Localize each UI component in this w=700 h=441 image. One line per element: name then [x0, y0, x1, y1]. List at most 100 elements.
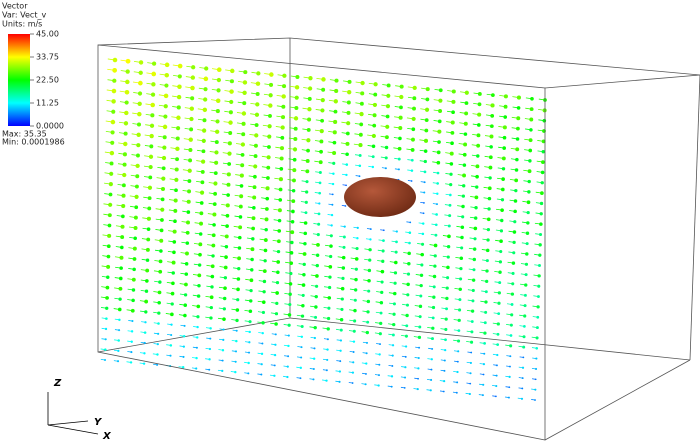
- vector-head: [151, 71, 157, 77]
- vector-head: [212, 212, 217, 217]
- vector-head: [134, 205, 139, 210]
- vector-head: [282, 73, 287, 78]
- vector-head: [425, 97, 430, 102]
- vector-head: [317, 222, 321, 226]
- vector-head: [522, 345, 526, 349]
- vector-head: [104, 348, 107, 351]
- vector-head: [484, 310, 488, 314]
- vector-head: [431, 347, 434, 350]
- vector-head: [430, 378, 433, 381]
- vector-head: [188, 137, 193, 142]
- vector-head: [125, 79, 130, 85]
- vector-head: [176, 105, 181, 110]
- vector-head: [329, 234, 333, 238]
- vector-head: [190, 96, 195, 101]
- vector-head: [177, 84, 182, 89]
- vector-head: [161, 166, 166, 171]
- vector-head: [397, 157, 401, 161]
- vector-head: [198, 232, 203, 236]
- vector-head: [201, 138, 206, 143]
- vector-head: [380, 269, 385, 274]
- vector-head: [235, 329, 238, 332]
- vector-head: [509, 365, 511, 368]
- vector-head: [399, 94, 404, 100]
- vector-head: [203, 87, 208, 92]
- vector-head: [381, 249, 385, 253]
- vector-head: [227, 151, 232, 156]
- vector-head: [109, 171, 114, 176]
- vector-head: [123, 141, 128, 147]
- vector-head: [419, 294, 423, 298]
- vector-head: [303, 231, 308, 236]
- vector-head: [339, 328, 343, 332]
- vector-head: [130, 351, 133, 354]
- vector-head: [291, 189, 296, 193]
- vector-head: [523, 293, 527, 297]
- vector-head: [483, 352, 486, 355]
- vector-head: [162, 124, 168, 130]
- vector-head: [352, 340, 356, 343]
- vector-head: [123, 131, 128, 136]
- vector-head: [275, 291, 279, 295]
- box-front-edges: [97, 44, 700, 441]
- vector-head: [405, 303, 409, 307]
- vector-head: [278, 187, 283, 192]
- vector-head: [448, 203, 452, 207]
- vector-head: [200, 180, 205, 185]
- vector-head: [457, 350, 460, 353]
- vector-head: [351, 371, 355, 374]
- vector-head: [477, 112, 482, 117]
- vector-head: [499, 239, 503, 243]
- vector-head: [331, 193, 334, 196]
- vector-head: [118, 318, 121, 322]
- vector-head: [481, 394, 484, 397]
- vector-head: [379, 343, 381, 346]
- vector-head: [318, 191, 322, 195]
- vector-head: [371, 144, 376, 149]
- vector-head: [138, 80, 143, 86]
- vector-head: [108, 182, 113, 187]
- vector-head: [268, 113, 272, 118]
- legend-tick-label: 0.0000: [36, 122, 64, 131]
- vector-head: [314, 305, 318, 309]
- vector-head: [431, 326, 435, 330]
- vector-head: [262, 269, 267, 273]
- vector-head: [226, 182, 231, 187]
- vector-head: [276, 270, 280, 275]
- vector-head: [111, 99, 116, 104]
- vector-head: [520, 397, 524, 400]
- vector-head: [292, 178, 296, 183]
- vector-head: [184, 262, 189, 266]
- vector-head: [235, 318, 239, 323]
- vector-head: [187, 179, 192, 183]
- vector-head: [477, 102, 482, 107]
- vector-head: [451, 89, 456, 94]
- vector-head: [256, 71, 261, 76]
- vector-head: [266, 165, 271, 170]
- vector-head: [150, 113, 155, 118]
- vector-head: [327, 296, 332, 300]
- vector-head: [521, 387, 524, 390]
- vector-head: [203, 97, 208, 102]
- vector-head: [499, 249, 503, 254]
- vector-head: [251, 237, 255, 241]
- vector-head: [247, 361, 250, 365]
- vector-head: [417, 357, 420, 360]
- vector-head: [508, 375, 511, 378]
- vector-head: [418, 304, 423, 309]
- vector-head: [327, 306, 331, 310]
- vector-head: [502, 125, 507, 130]
- box-back-edges: [97, 37, 700, 361]
- vector-head: [319, 139, 324, 144]
- vector-head: [325, 379, 328, 382]
- vector-head: [392, 302, 396, 306]
- vector-head: [462, 152, 467, 157]
- vector-head: [486, 217, 491, 222]
- vector-head: [125, 69, 130, 74]
- vector-head: [196, 304, 201, 309]
- vector-head: [368, 258, 372, 262]
- vector-head: [274, 322, 278, 326]
- vector-head: [536, 305, 540, 309]
- vector-head: [241, 132, 246, 137]
- vector-head: [144, 321, 147, 324]
